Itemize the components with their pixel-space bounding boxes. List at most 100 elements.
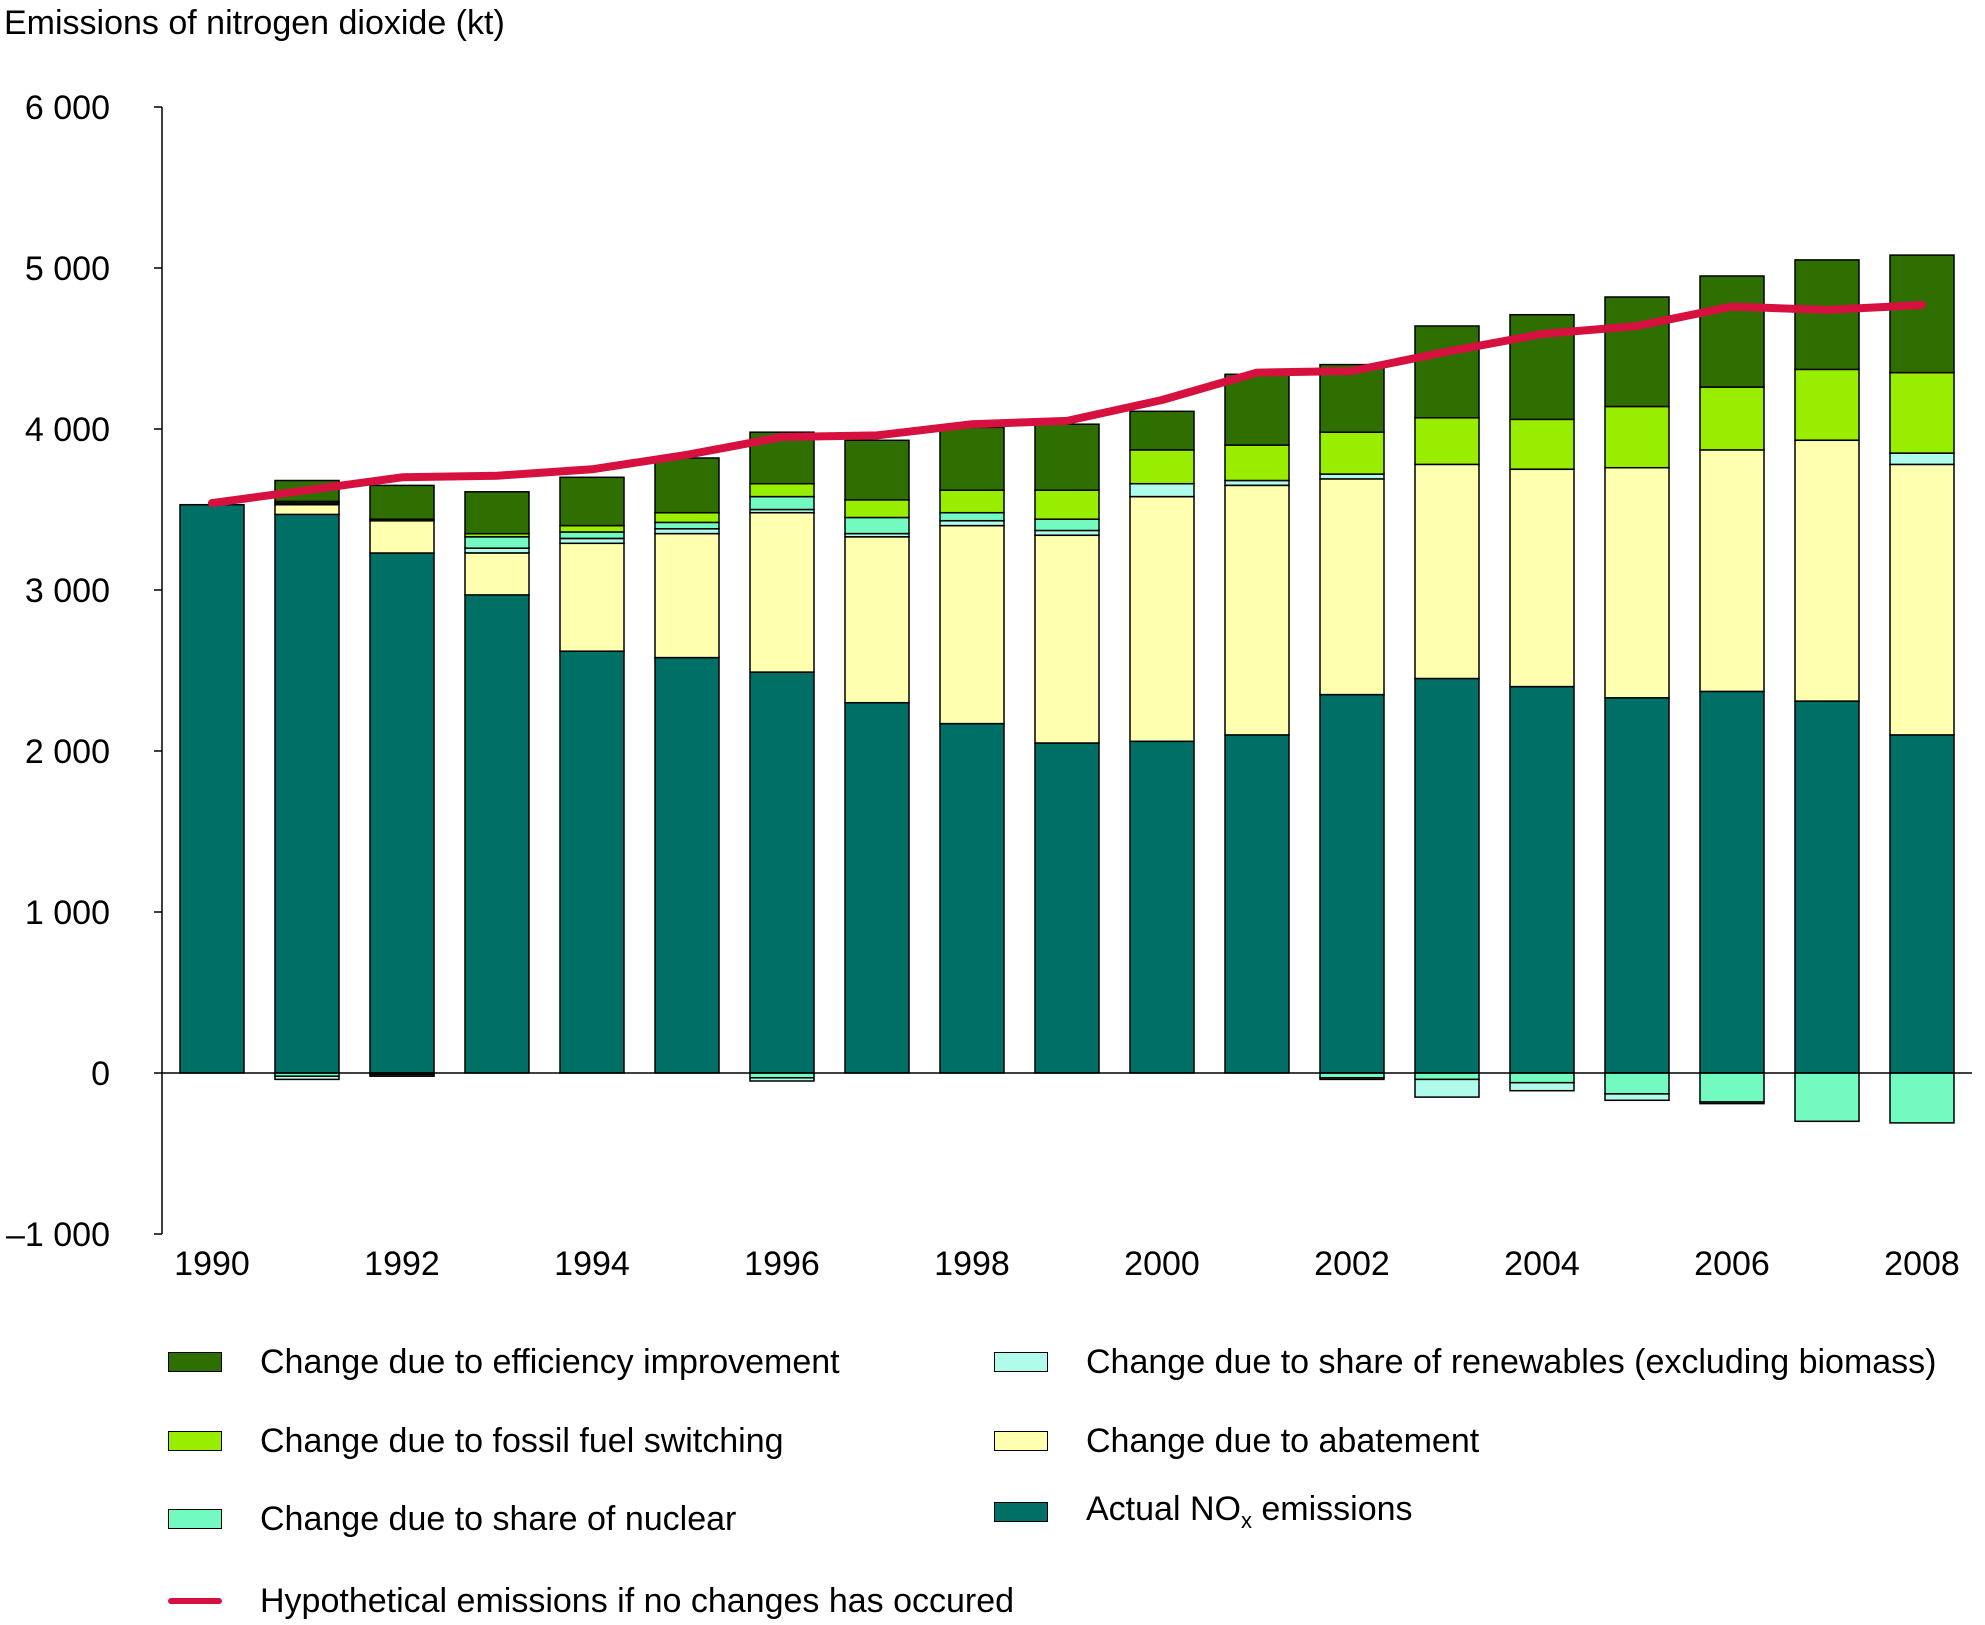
legend-swatch-efficiency	[168, 1352, 222, 1372]
legend-label-efficiency: Change due to efficiency improvement	[260, 1342, 840, 1381]
bar-change-due-to-efficiency-improvement-1994	[559, 476, 625, 527]
bar-change-due-to-share-of-renewables-excluding-biomass-neg-2006	[1699, 1101, 1765, 1105]
bar-change-due-to-efficiency-improvement-2007	[1794, 259, 1860, 371]
stacked-bar-chart: 6 000 5 000 4 000 3 000 2 000 1 000 0 –1 000 199…	[6, 89, 1972, 1283]
bar-change-due-to-fossil-fuel-switching-1997	[844, 499, 910, 519]
legend-swatch-nuclear	[168, 1509, 222, 1529]
y-tick-label: 6 000	[25, 89, 110, 127]
bar-change-due-to-share-of-nuclear-neg-2004	[1509, 1072, 1575, 1084]
bar-change-due-to-efficiency-improvement-2003	[1414, 325, 1480, 419]
bar-change-due-to-abatement-2007	[1794, 439, 1860, 702]
bar-change-due-to-fossil-fuel-switching-2001	[1224, 444, 1290, 482]
bar-change-due-to-efficiency-improvement-1998	[939, 426, 1005, 491]
legend-item-actual: Actual NOx emissions	[994, 1490, 1413, 1533]
legend-label-actual: Actual NOx emissions	[1086, 1490, 1413, 1533]
bar-actual-nox-emissions-2005	[1604, 697, 1670, 1074]
bar-change-due-to-efficiency-improvement-2000	[1129, 410, 1195, 451]
bar-change-due-to-abatement-2008	[1889, 463, 1955, 736]
y-tick-label: 4 000	[25, 411, 110, 449]
x-tick-label: 1996	[744, 1245, 820, 1283]
bar-change-due-to-fossil-fuel-switching-2006	[1699, 386, 1765, 451]
legend-item-fossil: Change due to fossil fuel switching	[168, 1421, 784, 1461]
y-tick-label: –1 000	[6, 1216, 110, 1254]
bar-change-due-to-share-of-nuclear-pos-1994	[559, 531, 625, 540]
y-tick-label: 5 000	[25, 250, 110, 288]
x-tick-label: 2006	[1694, 1245, 1770, 1283]
bar-change-due-to-efficiency-improvement-1992	[369, 484, 435, 520]
legend-item-efficiency: Change due to efficiency improvement	[168, 1342, 840, 1382]
bar-actual-nox-emissions-1999	[1034, 742, 1100, 1074]
legend-swatch-hypothetical	[168, 1598, 222, 1604]
bar-change-due-to-share-of-renewables-excluding-biomass-neg-1991	[274, 1075, 340, 1081]
bar-change-due-to-abatement-1995	[654, 532, 720, 659]
bar-change-due-to-share-of-renewables-excluding-biomass-pos-1994	[559, 537, 625, 545]
bar-change-due-to-abatement-2000	[1129, 495, 1195, 743]
legend-label-hypothetical: Hypothetical emissions if no changes has…	[260, 1581, 1015, 1620]
bar-actual-nox-emissions-2004	[1509, 685, 1575, 1074]
bar-change-due-to-share-of-nuclear-neg-2008	[1889, 1072, 1955, 1124]
legend-label-nuclear: Change due to share of nuclear	[260, 1499, 737, 1538]
bar-change-due-to-share-of-nuclear-neg-2006	[1699, 1072, 1765, 1103]
bar-change-due-to-abatement-1994	[559, 542, 625, 652]
bar-change-due-to-abatement-1993	[464, 552, 530, 596]
legend-label-abatement: Change due to abatement	[1086, 1421, 1480, 1460]
bar-change-due-to-share-of-renewables-excluding-biomass-neg-1996	[749, 1077, 815, 1082]
bar-change-due-to-share-of-renewables-excluding-biomass-neg-2002	[1319, 1077, 1385, 1081]
bar-change-due-to-fossil-fuel-switching-2003	[1414, 416, 1480, 466]
bar-change-due-to-share-of-nuclear-pos-1996	[749, 495, 815, 511]
legend-label-renewables: Change due to share of renewables (exclu…	[1086, 1342, 1937, 1381]
bar-change-due-to-abatement-2002	[1319, 478, 1385, 696]
bar-change-due-to-efficiency-improvement-1997	[844, 439, 910, 501]
bar-change-due-to-share-of-renewables-excluding-biomass-neg-2003	[1414, 1078, 1480, 1098]
bar-change-due-to-share-of-nuclear-neg-2005	[1604, 1072, 1670, 1095]
chart-title: Emissions of nitrogen dioxide (kt)	[4, 4, 505, 42]
bar-change-due-to-fossil-fuel-switching-2002	[1319, 431, 1385, 475]
bar-change-due-to-fossil-fuel-switching-1999	[1034, 489, 1100, 520]
legend-label-fossil: Change due to fossil fuel switching	[260, 1421, 784, 1460]
bar-change-due-to-share-of-renewables-excluding-biomass-pos-2000	[1129, 482, 1195, 498]
legend-item-nuclear: Change due to share of nuclear	[168, 1499, 736, 1539]
bar-change-due-to-efficiency-improvement-2008	[1889, 254, 1955, 374]
bar-actual-nox-emissions-2008	[1889, 734, 1955, 1074]
bar-change-due-to-efficiency-improvement-1993	[464, 491, 530, 535]
bar-change-due-to-fossil-fuel-switching-2007	[1794, 368, 1860, 441]
bar-change-due-to-share-of-renewables-excluding-biomass-pos-1998	[939, 520, 1005, 527]
bar-change-due-to-efficiency-improvement-1995	[654, 457, 720, 514]
bar-change-due-to-efficiency-improvement-1999	[1034, 423, 1100, 491]
bar-change-due-to-share-of-nuclear-pos-1999	[1034, 518, 1100, 532]
x-tick-label: 2000	[1124, 1245, 1200, 1283]
bar-actual-nox-emissions-1994	[559, 650, 625, 1074]
legend-swatch-abatement	[994, 1431, 1048, 1451]
bar-change-due-to-share-of-nuclear-neg-2007	[1794, 1072, 1860, 1123]
bar-actual-nox-emissions-2007	[1794, 700, 1860, 1074]
bar-change-due-to-abatement-2005	[1604, 466, 1670, 699]
bar-change-due-to-abatement-1991	[274, 503, 340, 516]
axes-layer: 6 000 5 000 4 000 3 000 2 000 1 000 0 –1 000 199…	[6, 89, 1972, 1283]
bar-change-due-to-abatement-1998	[939, 524, 1005, 725]
hypothetical-emissions-line	[208, 301, 1926, 508]
x-tick-label: 1992	[364, 1245, 440, 1283]
bar-actual-nox-emissions-1997	[844, 701, 910, 1074]
bar-actual-nox-emissions-1990	[179, 503, 245, 1074]
bar-actual-nox-emissions-1995	[654, 656, 720, 1074]
bar-change-due-to-abatement-2003	[1414, 463, 1480, 680]
bar-change-due-to-fossil-fuel-switching-2005	[1604, 405, 1670, 469]
bar-change-due-to-share-of-renewables-excluding-biomass-neg-2004	[1509, 1081, 1575, 1092]
y-tick-label: 1 000	[25, 894, 110, 932]
bar-change-due-to-abatement-1992	[369, 520, 435, 554]
x-tick-label: 1998	[934, 1245, 1010, 1283]
bar-change-due-to-share-of-nuclear-pos-1995	[654, 521, 720, 530]
bar-actual-nox-emissions-1993	[464, 594, 530, 1074]
bar-change-due-to-efficiency-improvement-2002	[1319, 363, 1385, 433]
x-tick-label: 1990	[174, 1245, 250, 1283]
bar-actual-nox-emissions-2003	[1414, 677, 1480, 1074]
legend-item-hypothetical: Hypothetical emissions if no changes has…	[168, 1581, 1014, 1621]
bar-change-due-to-efficiency-improvement-2001	[1224, 373, 1290, 446]
bar-change-due-to-abatement-2001	[1224, 484, 1290, 736]
x-tick-label: 2004	[1504, 1245, 1580, 1283]
x-tick-label: 2002	[1314, 1245, 1390, 1283]
bar-change-due-to-fossil-fuel-switching-2004	[1509, 418, 1575, 470]
bar-change-due-to-share-of-nuclear-pos-1997	[844, 516, 910, 535]
x-tick-label: 1994	[554, 1245, 630, 1283]
y-tick-label: 0	[91, 1055, 110, 1093]
